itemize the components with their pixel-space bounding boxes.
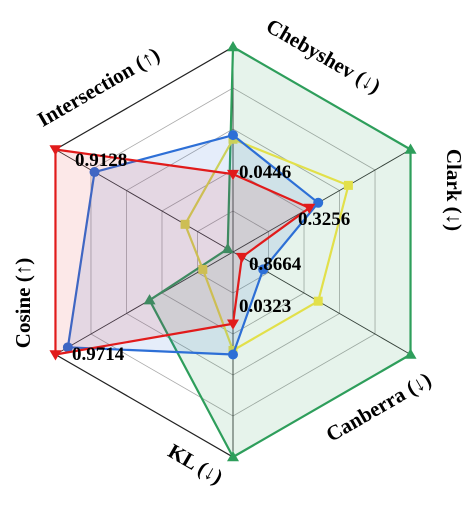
axis-label-cosine: Cosine (↑) bbox=[11, 258, 35, 348]
series-3-point-4 bbox=[49, 350, 62, 361]
series-0-point-3 bbox=[227, 451, 239, 462]
series-1-point-1 bbox=[343, 180, 353, 190]
series-3-point-3 bbox=[227, 319, 239, 330]
series-2-point-2 bbox=[258, 264, 269, 275]
series-0-point-1 bbox=[404, 143, 417, 154]
axis-label-kl: KL (↓) bbox=[164, 439, 227, 489]
series-0-point-5 bbox=[221, 242, 234, 254]
series-3-point-0 bbox=[227, 169, 239, 181]
value-label-chebyshev: 0.0446 bbox=[239, 162, 291, 183]
series-2-point-5 bbox=[89, 167, 100, 178]
series-2-point-1 bbox=[313, 197, 324, 208]
series-3-point-5 bbox=[49, 145, 62, 156]
value-labels: 0.0446 0.3256 0.8664 0.0323 0.9714 0.912… bbox=[72, 150, 350, 365]
axis-label-clark: Clark (↓) bbox=[442, 149, 466, 231]
series-1-point-5 bbox=[180, 219, 190, 229]
series-1-point-2 bbox=[313, 296, 323, 306]
axis-label-intersection: Intersection (↑) bbox=[33, 42, 164, 131]
value-label-clark: 0.3256 bbox=[298, 209, 350, 230]
radar-series bbox=[49, 41, 417, 462]
value-label-kl: 0.0323 bbox=[239, 296, 291, 317]
series-0-point-2 bbox=[404, 348, 417, 359]
series-2-point-4 bbox=[62, 342, 73, 353]
series-3-point-1 bbox=[303, 203, 316, 214]
series-3-point-2 bbox=[235, 252, 248, 264]
value-label-intersection: 0.9128 bbox=[75, 150, 127, 171]
value-label-canberra: 0.8664 bbox=[249, 254, 302, 275]
series-0-point-4 bbox=[143, 294, 156, 305]
series-2-point-0 bbox=[228, 130, 238, 141]
series-0-point-0 bbox=[227, 41, 239, 52]
series-2-point-3 bbox=[228, 349, 238, 360]
grid-spoke-5 bbox=[55, 149, 234, 253]
series-1-point-4 bbox=[198, 264, 208, 274]
value-label-cosine: 0.9714 bbox=[72, 344, 125, 365]
